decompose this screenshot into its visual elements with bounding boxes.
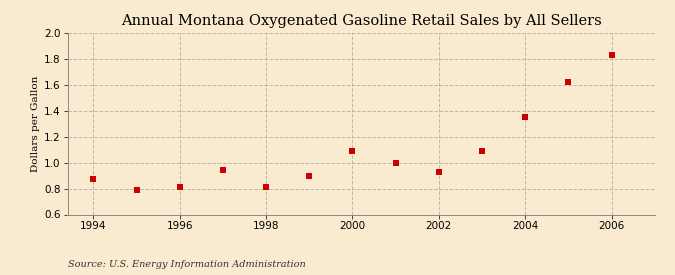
Y-axis label: Dollars per Gallon: Dollars per Gallon — [31, 76, 40, 172]
Point — [174, 185, 185, 189]
Point — [390, 160, 401, 165]
Text: Source: U.S. Energy Information Administration: Source: U.S. Energy Information Administ… — [68, 260, 305, 269]
Point — [563, 80, 574, 84]
Point — [261, 185, 271, 189]
Point — [217, 168, 228, 173]
Point — [433, 169, 444, 174]
Point — [477, 149, 487, 153]
Point — [88, 177, 99, 182]
Point — [131, 188, 142, 192]
Point — [347, 149, 358, 153]
Point — [606, 53, 617, 57]
Point — [520, 115, 531, 119]
Title: Annual Montana Oxygenated Gasoline Retail Sales by All Sellers: Annual Montana Oxygenated Gasoline Retai… — [121, 14, 601, 28]
Point — [304, 174, 315, 178]
